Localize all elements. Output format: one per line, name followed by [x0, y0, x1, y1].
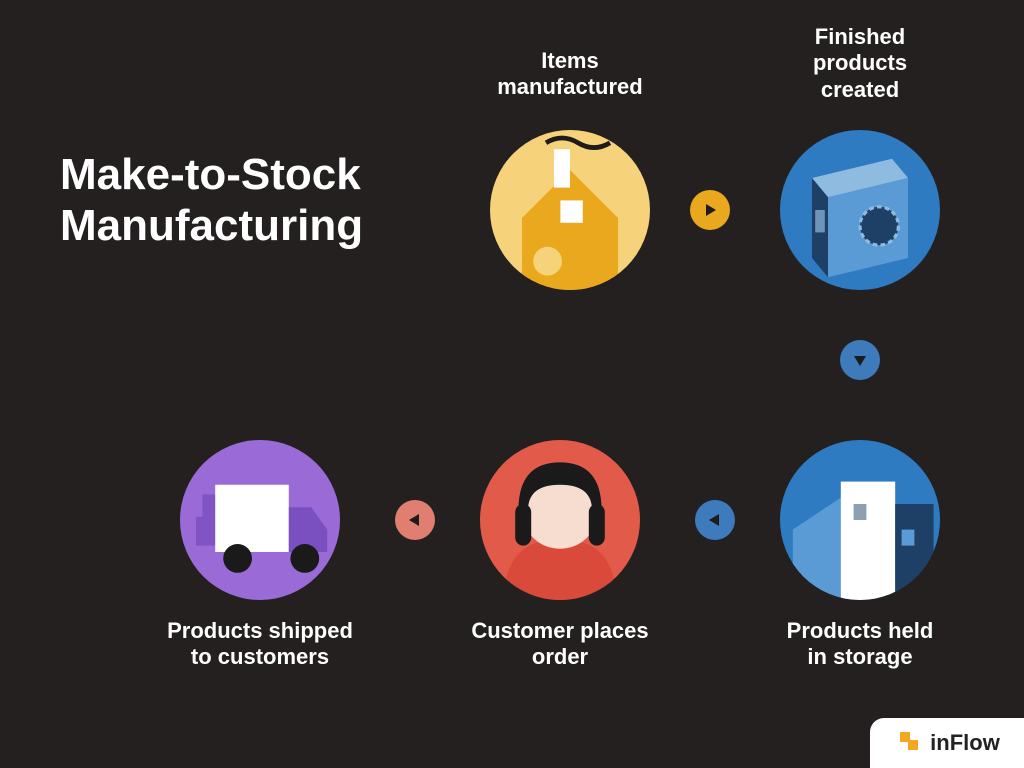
arrow-3-icon	[395, 500, 435, 540]
arrow-2-icon	[695, 500, 735, 540]
infographic-canvas: Make-to-StockManufacturing Itemsmanufactu…	[0, 0, 1024, 768]
arrow-0-icon	[690, 190, 730, 230]
step-customer-icon	[480, 440, 640, 600]
step-manufactured-label: Itemsmanufactured	[470, 48, 670, 101]
brand-mark-icon	[898, 730, 924, 756]
step-finished-label: Finishedproductscreated	[760, 24, 960, 103]
step-storage-icon	[780, 440, 940, 600]
step-manufactured-icon	[490, 130, 650, 290]
step-storage-label: Products heldin storage	[760, 618, 960, 671]
arrow-1-icon	[840, 340, 880, 380]
page-title: Make-to-StockManufacturing	[60, 150, 363, 251]
step-shipped-label: Products shippedto customers	[160, 618, 360, 671]
step-customer-label: Customer placesorder	[460, 618, 660, 671]
title-line1: Make-to-Stock	[60, 150, 361, 199]
step-finished-icon	[780, 130, 940, 290]
step-shipped-icon	[180, 440, 340, 600]
title-line2: Manufacturing	[60, 201, 363, 250]
brand-logo: inFlow	[870, 718, 1024, 768]
brand-name: inFlow	[930, 730, 1000, 756]
